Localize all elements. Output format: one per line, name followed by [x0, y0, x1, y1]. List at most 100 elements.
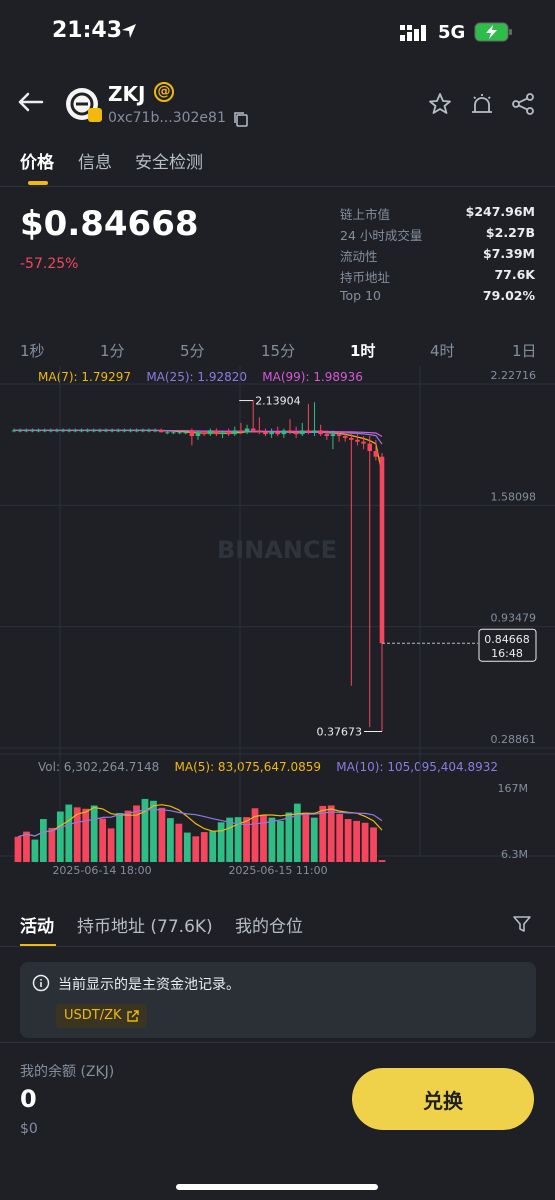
current-price-label: 0.84668	[484, 633, 530, 646]
volume-bar	[31, 839, 39, 862]
candle-body	[330, 434, 336, 437]
candle-body	[97, 430, 103, 432]
candle-body	[287, 430, 293, 433]
volume-bar	[65, 804, 73, 862]
clock: 21:43	[52, 18, 123, 43]
candle-body	[171, 432, 176, 434]
at-mention-icon[interactable]: @	[154, 82, 174, 102]
candle-body	[195, 432, 201, 437]
copy-icon[interactable]	[233, 111, 249, 127]
candle-body	[103, 430, 109, 432]
network-type: 5G	[438, 22, 466, 43]
volume-bar	[99, 818, 107, 862]
candle-body	[336, 434, 342, 437]
share-icon[interactable]	[511, 92, 535, 116]
candle-body	[54, 430, 60, 432]
pool-pair-link[interactable]: USDT/ZK	[56, 1004, 147, 1028]
vol-ma10-value: MA(10): 105,095,404.8932	[336, 760, 499, 774]
candle-body	[299, 430, 305, 435]
volume-bar	[133, 805, 140, 862]
candle-body	[257, 430, 262, 433]
volume-bar	[14, 836, 22, 862]
candle-body	[116, 430, 121, 432]
vol-ma10-line	[17, 809, 383, 838]
y-tick-label: 0.28861	[491, 733, 537, 746]
volume-bar	[141, 798, 149, 862]
signal-icon	[400, 25, 426, 41]
candle-body	[91, 430, 96, 432]
volume-bar	[175, 823, 183, 862]
interval-1s[interactable]: 1秒	[20, 342, 45, 360]
volume-legend: Vol: 6,302,264.7148 MA(5): 83,075,647.08…	[38, 760, 498, 774]
candle-body	[379, 456, 385, 644]
volume-bar	[124, 810, 132, 862]
volume-bar	[302, 812, 310, 862]
candle-body	[238, 430, 244, 433]
volume-value: Vol: 6,302,264.7148	[38, 760, 160, 774]
active-tab-indicator	[20, 944, 56, 947]
volume-bar	[285, 812, 293, 862]
candle-body	[250, 428, 256, 431]
interval-5m[interactable]: 5分	[180, 342, 205, 360]
candle-body	[220, 432, 225, 435]
volume-bar	[378, 860, 386, 862]
volume-bar	[107, 828, 115, 862]
balance-usd: $0	[20, 1121, 38, 1137]
active-tab-indicator	[28, 181, 48, 185]
tab-activity[interactable]: 活动	[20, 917, 54, 937]
tab-my-positions[interactable]: 我的仓位	[235, 917, 303, 937]
volume-tick-label: 167M	[498, 782, 529, 795]
tab-security[interactable]: 安全检测	[135, 153, 203, 173]
price-alert-icon[interactable]	[470, 92, 494, 116]
balance-value: 0	[20, 1085, 37, 1113]
notice-text: 当前显示的是主资金池记录。	[58, 977, 240, 993]
high-price-label: 2.13904	[255, 395, 301, 408]
chain-badge-icon	[88, 108, 102, 122]
stat-row: Top 10 79.02%	[340, 288, 535, 303]
back-arrow-icon[interactable]	[16, 90, 44, 114]
volume-bar	[166, 818, 174, 862]
interval-1d[interactable]: 1日	[512, 342, 537, 360]
tab-info[interactable]: 信息	[78, 153, 112, 173]
y-tick-label: 1.58098	[491, 490, 537, 503]
candle-body	[109, 430, 115, 432]
candle-body	[85, 430, 90, 432]
divider	[0, 946, 555, 947]
x-axis-label: 2025-06-15 11:00	[228, 864, 327, 877]
tab-price[interactable]: 价格	[20, 153, 54, 173]
ma25-value: MA(25): 1.92820	[146, 370, 247, 384]
filter-icon[interactable]	[512, 914, 532, 934]
candle-body	[373, 451, 379, 457]
interval-15m[interactable]: 15分	[261, 342, 296, 360]
vol-ma5-line	[17, 804, 383, 838]
location-arrow-icon	[122, 24, 136, 38]
interval-1m[interactable]: 1分	[100, 342, 125, 360]
swap-button[interactable]: 兑换	[352, 1068, 534, 1130]
candle-body	[342, 436, 348, 438]
ma99-value: MA(99): 1.98936	[262, 370, 363, 384]
volume-bar	[234, 817, 242, 862]
candle-body	[349, 437, 354, 440]
interval-1h[interactable]: 1时	[350, 342, 376, 360]
home-indicator[interactable]	[176, 1184, 378, 1190]
interval-4h[interactable]: 4时	[430, 342, 455, 360]
ma-legend: MA(7): 1.79297 MA(25): 1.92820 MA(99): 1…	[38, 370, 363, 384]
candle-body	[177, 432, 182, 434]
candle-body	[355, 439, 360, 442]
candle-body	[42, 430, 47, 432]
kline-chart[interactable]: MA(7): 1.79297 MA(25): 1.92820 MA(99): 1…	[0, 366, 555, 878]
candle-body	[232, 430, 238, 435]
candle-body	[146, 430, 152, 432]
star-icon[interactable]	[428, 92, 452, 116]
candle-body	[293, 432, 299, 435]
pool-notice: 当前显示的是主资金池记录。 USDT/ZK	[20, 962, 536, 1038]
candle-body	[11, 430, 17, 432]
binance-watermark: BINANCE	[217, 536, 337, 564]
tab-holders[interactable]: 持币地址 (77.6K)	[77, 917, 213, 937]
candle-body	[226, 432, 231, 435]
volume-bar	[209, 831, 217, 862]
current-price-box	[478, 628, 537, 662]
token-header: ZKJ @ 0xc71b...302e81	[0, 78, 555, 134]
y-tick-label: 2.22716	[491, 369, 537, 382]
activity-tabs: 活动 持币地址 (77.6K) 我的仓位	[20, 912, 540, 952]
